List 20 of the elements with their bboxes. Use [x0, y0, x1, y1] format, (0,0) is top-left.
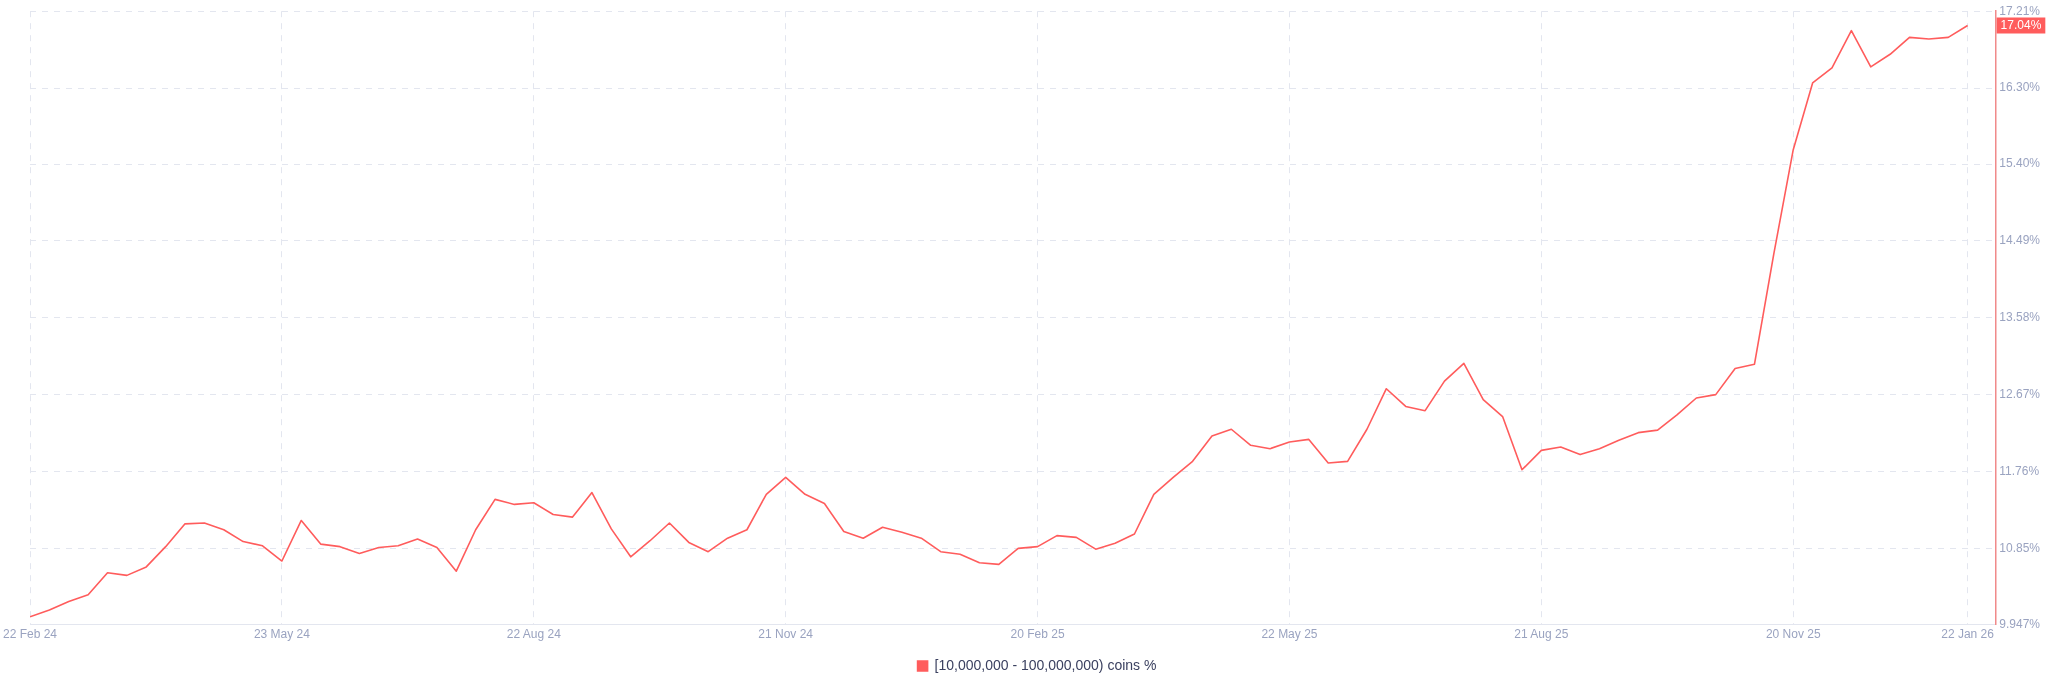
y-tick-label: 13.58% [1999, 310, 2041, 325]
x-tick-label: 22 Jan 26 [1941, 627, 1995, 642]
x-tick-label: 22 May 25 [1261, 627, 1318, 642]
x-tick-label: 22 Feb 24 [3, 627, 58, 642]
y-tick-label: 15.40% [1999, 156, 2041, 171]
y-tick-label: 14.49% [1999, 233, 2041, 248]
x-tick-label: 20 Nov 25 [1765, 627, 1821, 642]
x-tick-label: 22 Aug 24 [506, 627, 562, 642]
y-tick-label: 12.67% [1999, 386, 2041, 401]
legend-label: [10,000,000 - 100,000,000) coins % [934, 656, 1157, 673]
x-tick-label: 21 Nov 24 [758, 627, 814, 642]
y-tick-label: 11.76% [1999, 463, 2040, 478]
y-tick-label: 9.947% [1999, 616, 2041, 631]
annotation: 17.04% [2000, 17, 2042, 32]
y-tick-label: 10.85% [1999, 540, 2041, 555]
x-tick-label: 20 Feb 25 [1010, 627, 1065, 642]
y-tick-label: 17.21% [1999, 3, 2041, 18]
y-tick-label: 16.30% [1999, 80, 2041, 95]
x-tick-label: 21 Aug 25 [1514, 627, 1569, 642]
x-tick-label: 23 May 24 [253, 627, 311, 642]
